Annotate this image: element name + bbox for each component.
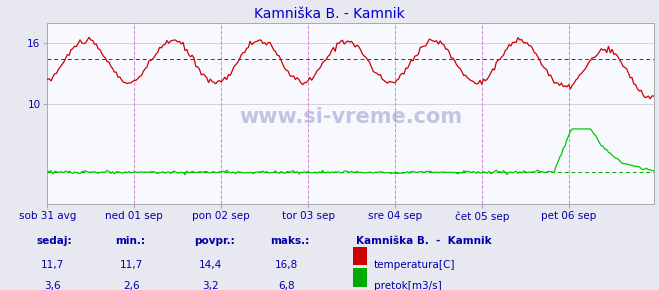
Text: 3,6: 3,6	[44, 281, 61, 290]
Text: 16,8: 16,8	[275, 260, 299, 269]
Text: 2,6: 2,6	[123, 281, 140, 290]
Text: 11,7: 11,7	[120, 260, 144, 269]
Text: 11,7: 11,7	[41, 260, 65, 269]
Text: Kamniška B. - Kamnik: Kamniška B. - Kamnik	[254, 7, 405, 21]
Text: sedaj:: sedaj:	[36, 236, 72, 246]
Text: Kamniška B.  -  Kamnik: Kamniška B. - Kamnik	[356, 236, 492, 246]
Text: povpr.:: povpr.:	[194, 236, 235, 246]
Text: 14,4: 14,4	[199, 260, 223, 269]
Text: 3,2: 3,2	[202, 281, 219, 290]
Text: 6,8: 6,8	[278, 281, 295, 290]
Text: maks.:: maks.:	[270, 236, 310, 246]
Text: temperatura[C]: temperatura[C]	[374, 260, 455, 269]
Text: min.:: min.:	[115, 236, 146, 246]
Text: pretok[m3/s]: pretok[m3/s]	[374, 281, 442, 290]
Text: www.si-vreme.com: www.si-vreme.com	[239, 108, 462, 127]
